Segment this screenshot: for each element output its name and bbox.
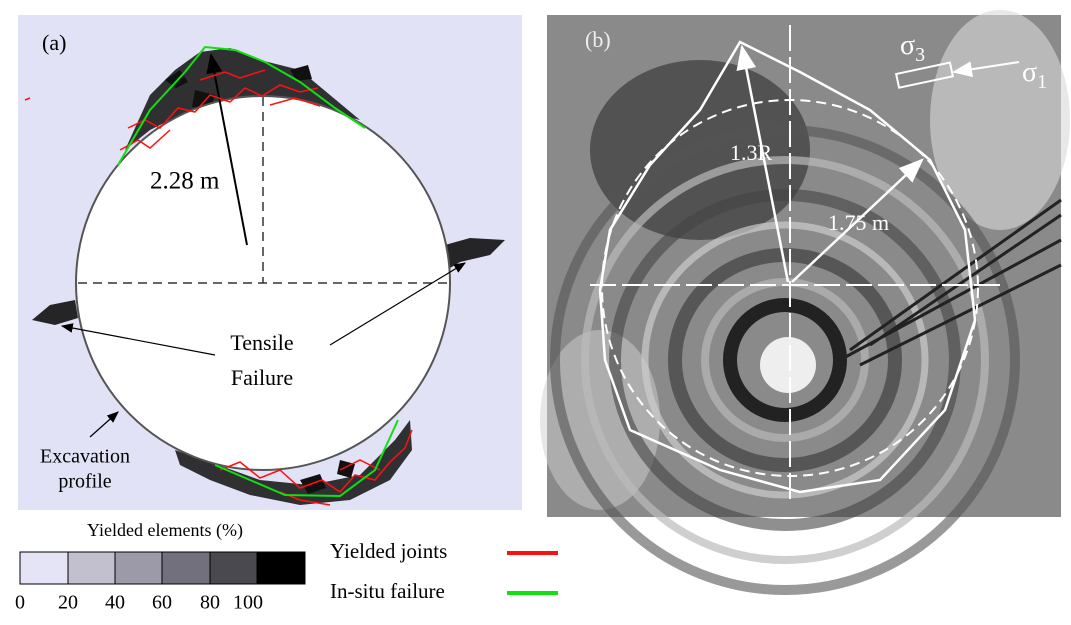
photo-texture <box>540 10 1070 595</box>
failure-outline <box>598 40 977 494</box>
pointer-arrow <box>60 323 216 356</box>
stress-label: σ3 <box>900 30 925 65</box>
stress-subscript: 3 <box>915 44 925 66</box>
radius-label: 1.3R <box>730 140 773 165</box>
stress-indicator <box>894 61 955 89</box>
in-situ-failure <box>117 45 366 166</box>
panel-label: (a) <box>42 30 66 55</box>
annotation: Failure <box>231 365 293 390</box>
annotation: Tensile <box>230 330 293 355</box>
stress-subscript: 1 <box>1037 71 1047 93</box>
colorbar: Yielded elements (%) 0 20 40 60 80 100 <box>15 520 306 614</box>
radius-label: 1.75 m <box>828 210 889 235</box>
pointer-arrow <box>329 262 467 346</box>
panel-a: (a) 2.28 m Tensile Failure Excavation pr… <box>18 15 522 510</box>
legend-label: In-situ failure <box>330 579 445 603</box>
colorbar-tick-label: 20 <box>58 592 78 614</box>
colorbar-tick-label: 100 <box>233 592 263 614</box>
colorbar-tick-label: 60 <box>152 592 172 614</box>
swatch <box>161 551 211 585</box>
stress-label: σ1 <box>1022 57 1047 92</box>
legend: Yielded joints In-situ failure <box>330 539 558 603</box>
colorbar-tick-label: 80 <box>200 592 220 614</box>
colorbar-title: Yielded elements (%) <box>87 520 243 541</box>
annotation: profile <box>58 471 111 493</box>
in-situ-failure <box>214 419 399 498</box>
radius-label: 2.28 m <box>150 168 220 195</box>
panel-label: (b) <box>585 27 611 52</box>
legend-label: Yielded joints <box>330 539 447 563</box>
panel-b: (b) 1.3R 1.75 m σ3 σ1 <box>540 10 1070 595</box>
swatch <box>209 551 258 585</box>
radius-arrow <box>791 158 924 283</box>
stress-arrow <box>952 61 1020 78</box>
yielded-joints <box>24 69 321 151</box>
stress-symbol: σ <box>1022 57 1037 88</box>
pointer-arrow <box>89 411 119 438</box>
radius-arrow <box>206 53 248 246</box>
swatch <box>67 551 116 585</box>
stress-symbol: σ <box>900 30 915 61</box>
annotation: Excavation <box>40 446 130 468</box>
colorbar-tick-label: 40 <box>105 592 125 614</box>
swatch <box>114 551 163 585</box>
radius-arrow <box>736 44 790 283</box>
colorbar-tick-label: 0 <box>15 592 25 614</box>
swatch <box>19 551 69 585</box>
swatch <box>256 551 306 585</box>
